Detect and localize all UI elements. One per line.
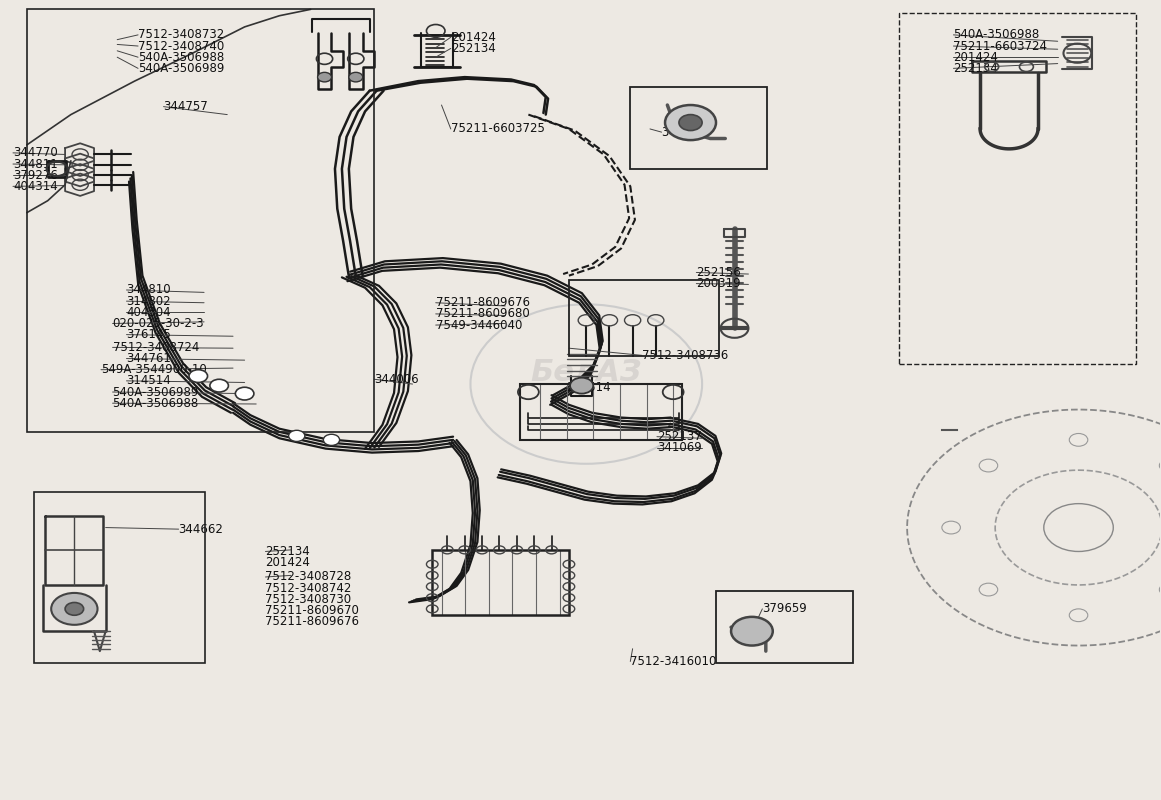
Text: 201424: 201424 bbox=[266, 556, 310, 569]
Text: 540A-3506988: 540A-3506988 bbox=[138, 50, 224, 64]
Circle shape bbox=[570, 378, 593, 394]
Bar bbox=[34, 492, 205, 663]
Text: 314514: 314514 bbox=[127, 374, 171, 387]
Bar bbox=[716, 591, 852, 663]
Circle shape bbox=[51, 593, 98, 625]
Text: 252134: 252134 bbox=[266, 545, 310, 558]
Bar bbox=[630, 87, 767, 169]
Text: 201424: 201424 bbox=[450, 30, 496, 44]
Circle shape bbox=[679, 114, 702, 130]
Bar bbox=[520, 384, 683, 440]
Text: 201424: 201424 bbox=[953, 50, 998, 64]
Text: 7512-3408742: 7512-3408742 bbox=[266, 582, 352, 594]
Bar bbox=[899, 14, 1137, 364]
Text: 344435: 344435 bbox=[662, 126, 706, 138]
Text: 252137: 252137 bbox=[657, 430, 701, 443]
Text: 540A-3506988: 540A-3506988 bbox=[953, 28, 1040, 42]
Circle shape bbox=[348, 72, 362, 82]
Text: 252156: 252156 bbox=[697, 266, 741, 279]
Circle shape bbox=[318, 72, 332, 82]
Text: 250514: 250514 bbox=[567, 381, 611, 394]
Text: 7512-3416010: 7512-3416010 bbox=[630, 655, 716, 668]
Text: 7512-3408740: 7512-3408740 bbox=[138, 39, 224, 53]
Text: 341069: 341069 bbox=[657, 442, 701, 454]
Text: 7512-3408732: 7512-3408732 bbox=[138, 28, 224, 42]
Text: 344757: 344757 bbox=[164, 100, 208, 113]
Text: 7512-3408736: 7512-3408736 bbox=[642, 349, 728, 362]
Circle shape bbox=[665, 105, 716, 140]
Text: 75211-8609676: 75211-8609676 bbox=[266, 615, 360, 628]
Text: 75211-8609676: 75211-8609676 bbox=[435, 296, 529, 310]
Circle shape bbox=[65, 602, 84, 615]
Text: БелАЗ: БелАЗ bbox=[531, 358, 642, 386]
Text: 75211-6603724: 75211-6603724 bbox=[953, 39, 1047, 53]
Text: 200319: 200319 bbox=[697, 277, 741, 290]
Text: 404314: 404314 bbox=[13, 180, 58, 193]
Text: 379659: 379659 bbox=[763, 602, 807, 615]
Text: 314802: 314802 bbox=[127, 294, 171, 308]
Text: 540A-3506988: 540A-3506988 bbox=[113, 397, 199, 410]
Bar bbox=[27, 10, 374, 432]
Text: 549A-3544900-10: 549A-3544900-10 bbox=[101, 363, 207, 376]
Circle shape bbox=[236, 387, 254, 400]
Circle shape bbox=[189, 370, 208, 382]
Text: 540A-3506989: 540A-3506989 bbox=[113, 386, 199, 398]
Bar bbox=[569, 281, 720, 356]
Text: 376145: 376145 bbox=[127, 328, 171, 341]
Text: 344810: 344810 bbox=[127, 283, 171, 297]
Text: 344006: 344006 bbox=[374, 373, 419, 386]
Text: 020-025-30-2-3: 020-025-30-2-3 bbox=[113, 317, 204, 330]
Text: 252134: 252134 bbox=[953, 62, 998, 75]
Circle shape bbox=[324, 434, 339, 446]
Text: 7512-3408728: 7512-3408728 bbox=[266, 570, 352, 583]
Text: 7549-3446040: 7549-3446040 bbox=[435, 318, 522, 331]
Circle shape bbox=[289, 430, 305, 442]
Text: 7512-3408730: 7512-3408730 bbox=[266, 593, 352, 606]
Circle shape bbox=[210, 379, 229, 392]
Text: 75211-8609680: 75211-8609680 bbox=[435, 307, 529, 321]
Circle shape bbox=[731, 617, 773, 646]
Text: 344811: 344811 bbox=[13, 158, 58, 170]
Text: 7512-3408724: 7512-3408724 bbox=[113, 341, 199, 354]
Text: 540A-3506989: 540A-3506989 bbox=[138, 62, 224, 75]
Bar bbox=[432, 550, 569, 615]
Text: 379276: 379276 bbox=[13, 169, 58, 182]
Text: 252134: 252134 bbox=[450, 42, 496, 55]
Text: 344761: 344761 bbox=[127, 352, 172, 365]
Text: 75211-8609670: 75211-8609670 bbox=[266, 604, 360, 617]
Text: 344770: 344770 bbox=[13, 146, 58, 159]
Text: 75211-6603725: 75211-6603725 bbox=[450, 122, 545, 135]
Text: 344662: 344662 bbox=[179, 522, 223, 536]
Text: 404304: 404304 bbox=[127, 306, 171, 319]
